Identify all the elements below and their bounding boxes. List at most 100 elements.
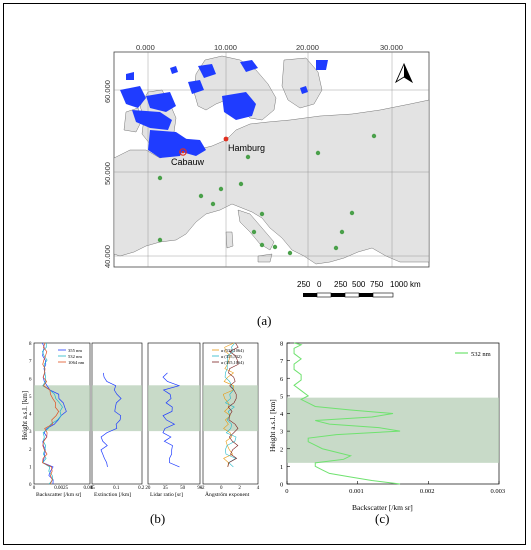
series-line-532nm [293,342,401,485]
angstrom-line [224,342,237,468]
y-tick-label: 0 [280,482,283,489]
subplot-xlabel: Lidar ratio [sr] [150,492,183,498]
caption-c: (c) [375,511,389,526]
station-dot [349,210,355,216]
station-dot [259,211,265,217]
map-left-tick: 50.000 [103,162,112,185]
station-dot [251,229,257,235]
legend-label: 355 nm [68,348,82,353]
cloud-mask [120,60,328,158]
y-tick-label: 4 [29,413,32,418]
station-dot [272,244,278,250]
legend-label: α (532,1064) [221,348,244,354]
shaded-layer [203,385,258,432]
subplot-tick-label: 0.005 [84,486,96,491]
scale-label: 250 [334,280,348,289]
backscatter-line [42,342,67,485]
y-tick-label: 2 [29,448,32,453]
stations [157,133,377,256]
angstrom-line [222,342,235,467]
subplot-tick-label: 20 [145,486,151,491]
y-tick-label: 8 [29,342,32,347]
subplot-tick-label: 0.1 [113,486,120,491]
extinction-line [100,372,122,467]
backscatter-line [42,342,63,485]
lidar-ratio-line [162,372,181,468]
subplot-tick-label: 0 [91,486,94,491]
legend-label: α (355,532) [221,354,242,360]
station-dot [339,229,345,235]
y-tick-label: 3 [29,430,32,435]
caption-b: (b) [150,511,165,526]
angstrom-line [227,342,239,467]
y-tick-label: 0 [29,483,32,488]
map-top-tick: 10.000 [214,43,237,52]
y-tick-label: 5 [280,393,283,400]
scale-bar [303,292,394,298]
subplot-tick-label: -2 [200,486,205,491]
city-label-cabauw: Cabauw [171,157,205,167]
city-label-hamburg: Hamburg [228,143,265,153]
station-dot [259,242,265,248]
station-dot [245,154,251,160]
station-dot [157,237,163,243]
y-tick-label: 8 [280,341,283,348]
panel-b-ylabel: Height a.s.l. [km] [21,391,29,440]
y-tick-label: 3 [280,429,283,436]
subplot-xlabel: Extinction [/km] [94,492,131,498]
subplot-tick-label: 0 [33,486,36,491]
land-italy [237,209,275,251]
x-tick-label: 0.003 [491,488,506,495]
subplot-tick-label: 0 [220,486,223,491]
subplot-tick-label: 50 [180,486,186,491]
cabauw-marker [179,148,187,156]
station-dot [371,133,377,139]
y-tick-label: 6 [280,376,284,383]
x-tick-label: 0.001 [349,488,364,495]
station-dot [157,175,163,181]
north-arrow-icon [394,62,414,84]
scale-label: 1000 km [390,280,421,289]
map-top-tick: 20.000 [296,43,319,52]
graticule [114,52,429,267]
y-tick-label: 7 [29,360,32,365]
map-left-tick: 40.000 [103,245,112,268]
y-tick-label: 6 [29,377,32,382]
station-dot [198,193,204,199]
y-tick-label: 1 [280,464,283,471]
x-tick-label: 0.002 [420,488,435,495]
backscatter-line [42,342,60,485]
scale-label: 750 [370,280,384,289]
y-tick-label: 1 [29,465,32,470]
station-dot [333,245,339,251]
map-top-tick: 0.000 [136,43,155,52]
legend-label: 1064 nm [68,360,85,365]
map-top-tick: 30.000 [380,43,403,52]
subplot-xlabel: Backscatter [/km sr] [36,492,81,498]
legend-label: 532 nm [68,354,82,359]
scale-label: 0 [317,280,322,289]
station-dot [238,181,244,187]
scale-label: 250 [297,280,311,289]
hamburg-marker [223,136,229,142]
y-tick-label: 5 [29,395,32,400]
subplot-tick-label: 0.2 [138,486,145,491]
y-tick-label: 7 [280,358,284,365]
caption-a: (a) [257,313,271,328]
station-dot [287,250,293,256]
legend-label: α (355,1064) [221,360,244,366]
station-dot [210,201,216,207]
subplot-tick-label: 90 [197,486,203,491]
panel-c-ylabel: Height a.s.l. [km] [268,399,277,452]
subplot-xlabel: Ångström exponent [205,490,250,498]
land-finland [281,57,323,109]
legend-label-532nm: 532 nm [471,351,491,358]
y-tick-label: 2 [280,446,283,453]
scale-label: 500 [352,280,366,289]
station-dot [218,186,224,192]
station-dot [315,150,321,156]
y-tick-label: 4 [280,411,284,418]
